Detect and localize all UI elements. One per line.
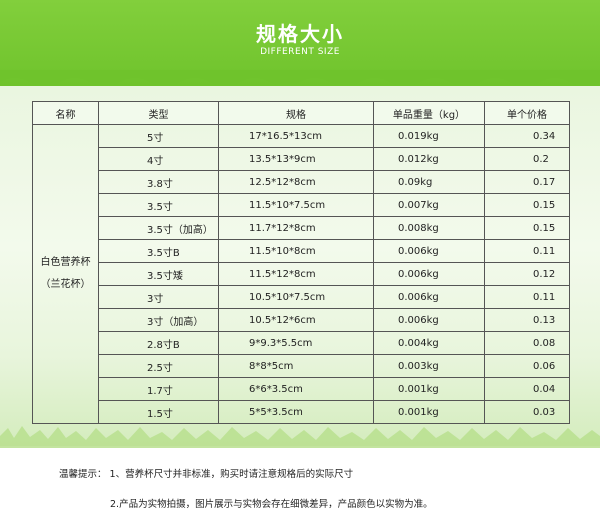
weight-cell: 0.09kg [373,170,485,194]
table-row: 3寸（加高） 10.5*12*6cm 0.006kg 0.13 [33,308,570,332]
size-cell: 11.5*10*7.5cm [218,193,374,217]
note-line-1: 温馨提示： 1、营养杯尺寸并非标准，购买时请注意规格后的实际尺寸 [59,469,354,480]
type-cell: 3.5寸（加高） [98,216,219,240]
price-cell: 0.11 [484,239,570,263]
table-row: 3.5寸B 11.5*10*8cm 0.006kg 0.11 [33,239,570,263]
table-row: 4寸 13.5*13*9cm 0.012kg 0.2 [33,147,570,171]
type-cell: 3寸 [98,285,219,309]
price-cell: 0.34 [484,124,570,148]
page-subtitle: DIFFERENT SIZE [260,47,340,57]
size-cell: 11.5*12*8cm [218,262,374,286]
size-cell: 12.5*12*8cm [218,170,374,194]
weight-cell: 0.019kg [373,124,485,148]
size-cell: 8*8*5cm [218,354,374,378]
size-cell: 13.5*13*9cm [218,147,374,171]
type-cell: 3.5寸矮 [98,262,219,286]
type-cell: 1.5寸 [98,400,219,424]
size-cell: 6*6*3.5cm [218,377,374,401]
weight-cell: 0.006kg [373,285,485,309]
type-cell: 2.8寸B [98,331,219,355]
header-size: 规格 [218,101,374,125]
spec-table-wrapper: 名称 类型 规格 单品重量（kg） 单个价格 白色营养杯 （兰花杯） 5寸 17*16… [32,101,570,424]
grass-decoration [0,426,600,448]
price-cell: 0.15 [484,216,570,240]
table-row: 3.5寸 11.5*10*7.5cm 0.007kg 0.15 [33,193,570,217]
weight-cell: 0.003kg [373,354,485,378]
banner-wave-edge [0,70,600,86]
price-cell: 0.13 [484,308,570,332]
size-cell: 5*5*3.5cm [218,400,374,424]
size-cell: 11.7*12*8cm [218,216,374,240]
price-cell: 0.03 [484,400,570,424]
page-title: 规格大小 [256,22,344,46]
product-alias: （兰花杯） [40,279,91,290]
type-cell: 3.5寸B [98,239,219,263]
price-cell: 0.11 [484,285,570,309]
type-cell: 1.7寸 [98,377,219,401]
header-weight: 单品重量（kg） [373,101,485,125]
price-cell: 0.06 [484,354,570,378]
table-row: 3.8寸 12.5*12*8cm 0.09kg 0.17 [33,170,570,194]
weight-cell: 0.012kg [373,147,485,171]
table-body: 白色营养杯 （兰花杯） 5寸 17*16.5*13cm 0.019kg 0.34 4寸 13.… [32,124,570,424]
table-row: 3.5寸（加高） 11.7*12*8cm 0.008kg 0.15 [33,216,570,240]
size-cell: 10.5*10*7.5cm [218,285,374,309]
price-cell: 0.12 [484,262,570,286]
weight-cell: 0.007kg [373,193,485,217]
price-cell: 0.17 [484,170,570,194]
header-price: 单个价格 [484,101,570,125]
type-cell: 3.8寸 [98,170,219,194]
weight-cell: 0.008kg [373,216,485,240]
price-cell: 0.15 [484,193,570,217]
weight-cell: 0.001kg [373,377,485,401]
product-name: 白色营养杯 [40,257,91,268]
table-row: 1.7寸 6*6*3.5cm 0.001kg 0.04 [33,377,570,401]
table-row: 2.5寸 8*8*5cm 0.003kg 0.06 [33,354,570,378]
size-cell: 9*9.3*5.5cm [218,331,374,355]
table-row: 3寸 10.5*10*7.5cm 0.006kg 0.11 [33,285,570,309]
table-header-row: 名称 类型 规格 单品重量（kg） 单个价格 [32,101,570,125]
weight-cell: 0.001kg [373,400,485,424]
table-row: 3.5寸矮 11.5*12*8cm 0.006kg 0.12 [33,262,570,286]
type-cell: 4寸 [98,147,219,171]
price-cell: 0.08 [484,331,570,355]
type-cell: 5寸 [98,124,219,148]
spec-table: 名称 类型 规格 单品重量（kg） 单个价格 白色营养杯 （兰花杯） 5寸 17*16… [32,101,570,424]
table-row: 2.8寸B 9*9.3*5.5cm 0.004kg 0.08 [33,331,570,355]
header-name: 名称 [32,101,99,125]
note-line-2: 2.产品为实物拍摄，图片展示与实物会存在细微差异，产品颜色以实物为准。 [110,499,433,510]
size-cell: 10.5*12*6cm [218,308,374,332]
weight-cell: 0.006kg [373,308,485,332]
type-cell: 3寸（加高） [98,308,219,332]
size-cell: 11.5*10*8cm [218,239,374,263]
price-cell: 0.04 [484,377,570,401]
type-cell: 2.5寸 [98,354,219,378]
header-type: 类型 [98,101,219,125]
size-cell: 17*16.5*13cm [218,124,374,148]
product-name-cell: 白色营养杯 （兰花杯） [32,124,99,424]
weight-cell: 0.006kg [373,262,485,286]
weight-cell: 0.004kg [373,331,485,355]
price-cell: 0.2 [484,147,570,171]
table-row: 1.5寸 5*5*3.5cm 0.001kg 0.03 [33,400,570,424]
type-cell: 3.5寸 [98,193,219,217]
table-row: 白色营养杯 （兰花杯） 5寸 17*16.5*13cm 0.019kg 0.34 [32,124,570,424]
weight-cell: 0.006kg [373,239,485,263]
